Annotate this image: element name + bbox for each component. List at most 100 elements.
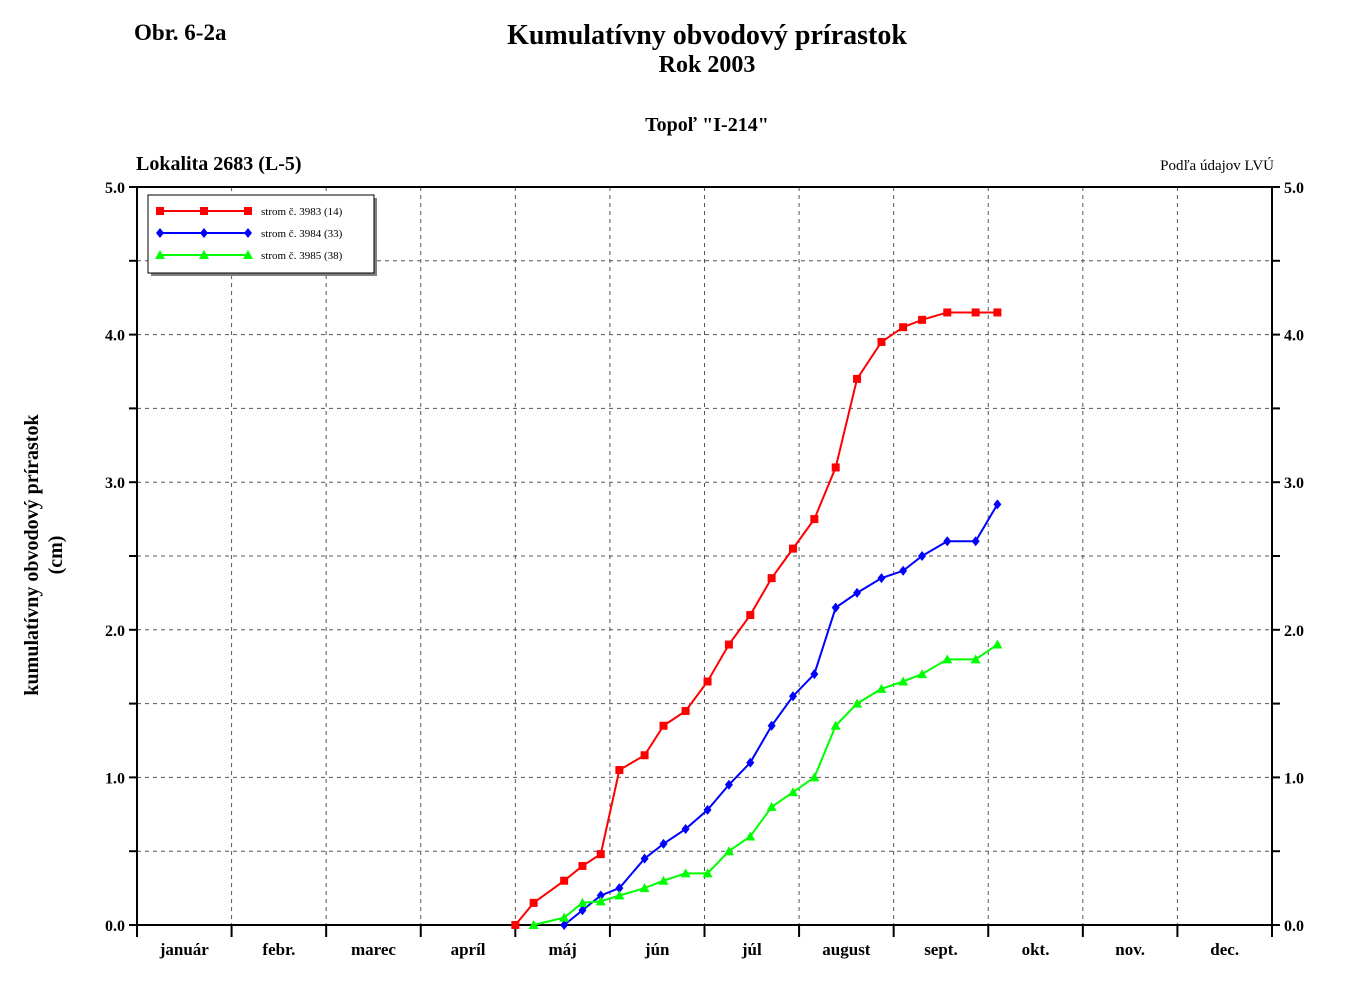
data-point xyxy=(971,308,980,317)
series-line xyxy=(563,503,999,926)
legend-entry: strom č. 3983 (14) xyxy=(156,206,343,218)
data-point xyxy=(993,499,1002,510)
data-point xyxy=(766,801,777,811)
data-point xyxy=(745,831,756,841)
legend-marker xyxy=(244,207,252,215)
data-point xyxy=(658,875,669,885)
data-point xyxy=(767,574,776,583)
data-point xyxy=(596,890,605,901)
data-point xyxy=(918,315,927,324)
data-point xyxy=(971,536,980,547)
x-tick-label: sept. xyxy=(924,940,958,959)
legend-entry: strom č. 3984 (33) xyxy=(156,228,343,240)
data-point xyxy=(702,868,713,878)
data-point xyxy=(992,639,1003,649)
data-point xyxy=(746,611,755,620)
y-tick-label-right: 4.0 xyxy=(1284,328,1304,345)
data-point xyxy=(943,536,952,547)
data-point xyxy=(577,897,588,907)
legend-marker xyxy=(200,228,208,238)
data-point xyxy=(898,676,909,686)
data-point xyxy=(788,691,797,702)
x-tick-label: okt. xyxy=(1022,940,1050,959)
data-point xyxy=(703,804,712,815)
data-point xyxy=(560,876,569,885)
legend-label: strom č. 3985 (38) xyxy=(261,250,343,262)
x-tick-label: jún xyxy=(644,940,670,959)
x-tick-label: január xyxy=(159,940,210,959)
data-point xyxy=(723,846,734,856)
legend-label: strom č. 3983 (14) xyxy=(261,206,343,218)
data-point xyxy=(596,850,605,859)
legend-marker xyxy=(199,250,209,259)
chart-subtitle: Rok 2003 xyxy=(658,52,756,78)
y-tick-label-right: 2.0 xyxy=(1284,623,1304,640)
data-point xyxy=(852,698,863,708)
y-tick-label-left: 1.0 xyxy=(105,770,125,787)
data-point xyxy=(529,898,538,907)
x-tick-label: marec xyxy=(351,940,396,959)
series-2 xyxy=(560,499,1002,930)
species-label: Topoľ "I-214" xyxy=(645,114,769,136)
y-tick-label-left: 3.0 xyxy=(105,475,125,492)
data-point xyxy=(918,551,927,561)
data-point xyxy=(640,751,649,760)
axes: 0.0 0.0 1.0 1.0 2.0 2.0 3.0 3.0 4.0 4.0 5.0 5.0 janu… xyxy=(105,180,1304,959)
data-point xyxy=(681,706,690,715)
y-tick-label-right: 5.0 xyxy=(1284,180,1304,197)
y-tick-label-left: 0.0 xyxy=(105,918,125,935)
series-3 xyxy=(528,639,1003,929)
series-line xyxy=(514,311,998,926)
data-point xyxy=(899,323,908,332)
data-point xyxy=(853,374,862,383)
data-point xyxy=(615,883,624,894)
data-point xyxy=(724,640,733,649)
data-point xyxy=(560,920,569,930)
data-point xyxy=(876,683,887,693)
data-point xyxy=(511,921,520,929)
y-tick-label-right: 0.0 xyxy=(1284,918,1304,935)
chart-title: Kumulatívny obvodový prírastok xyxy=(507,20,907,51)
data-point xyxy=(787,787,798,797)
series-line xyxy=(533,643,998,926)
x-tick-label: júl xyxy=(741,940,762,959)
legend-entry: strom č. 3985 (38) xyxy=(155,250,343,262)
data-point xyxy=(831,602,840,613)
data-point xyxy=(917,669,928,679)
legend-marker xyxy=(155,250,165,259)
data-point xyxy=(853,587,862,598)
data-point xyxy=(640,853,649,864)
data-point xyxy=(681,824,690,835)
data-point xyxy=(639,883,650,893)
legend-marker xyxy=(156,207,164,215)
legend: strom č. 3983 (14) strom č. 3984 (33) stro… xyxy=(147,194,377,276)
figure-label: Obr. 6-2a xyxy=(134,20,227,45)
legend-label: strom č. 3984 (33) xyxy=(261,228,343,240)
data-point xyxy=(970,654,981,664)
data-point xyxy=(943,308,952,317)
legend-marker xyxy=(200,207,208,215)
series-1 xyxy=(511,308,1002,929)
y-tick-label-left: 5.0 xyxy=(105,180,125,197)
data-point xyxy=(680,868,691,878)
data-point xyxy=(659,721,668,730)
data-point xyxy=(614,890,625,900)
locality-label: Lokalita 2683 (L-5) xyxy=(136,153,302,175)
data-point xyxy=(788,544,797,553)
data-point xyxy=(899,565,908,576)
data-point xyxy=(767,720,776,731)
data-point xyxy=(746,757,755,768)
grid xyxy=(137,187,1272,925)
data-point xyxy=(595,896,606,906)
data-point xyxy=(809,772,820,782)
x-tick-label: apríl xyxy=(451,940,486,959)
data-point xyxy=(724,779,733,790)
data-point xyxy=(810,515,819,524)
data-point xyxy=(831,463,840,472)
data-point xyxy=(578,861,587,870)
x-tick-label: dec. xyxy=(1210,940,1239,959)
legend-marker xyxy=(243,250,253,259)
x-tick-label: nov. xyxy=(1115,940,1145,959)
data-point xyxy=(659,838,668,849)
